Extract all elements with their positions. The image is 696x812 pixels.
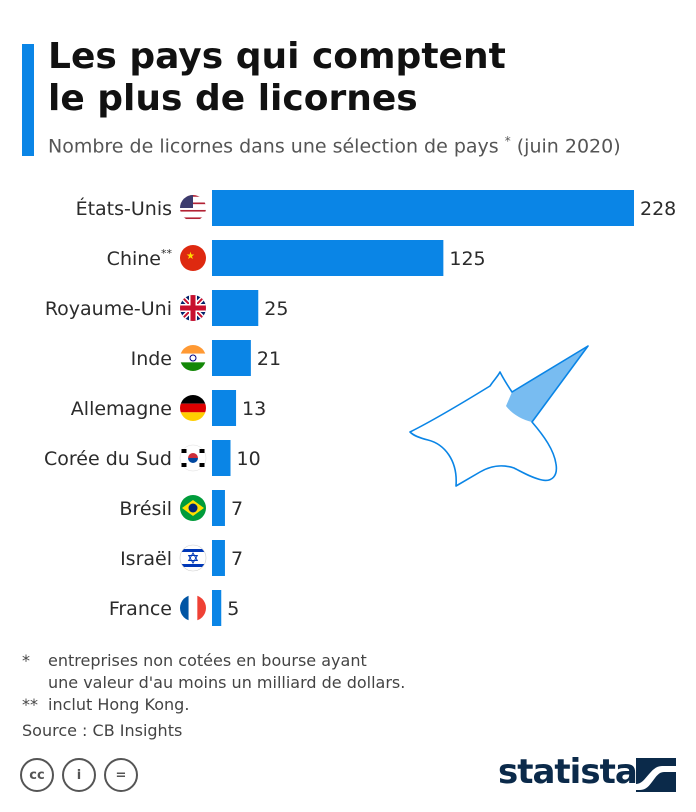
flag-cn-icon: ★ bbox=[180, 245, 206, 271]
flag-fr-icon bbox=[180, 595, 206, 621]
footnote-2-text: inclut Hong Kong. bbox=[48, 695, 190, 714]
bar-chart: 228 États-Unis 125 ★ Chine** 25 Royaume-Uni 21 I… bbox=[44, 190, 676, 626]
statista-logo-icon bbox=[636, 758, 676, 792]
category-label-7: Israël bbox=[120, 548, 172, 570]
footnote-1-line-2: une valeur d'au moins un milliard de dol… bbox=[48, 673, 406, 692]
bar-7 bbox=[212, 540, 225, 576]
attribution-icon[interactable]: i bbox=[62, 758, 96, 792]
category-label-3: Inde bbox=[131, 348, 172, 370]
source-text: Source : CB Insights bbox=[22, 721, 183, 740]
bar-6 bbox=[212, 490, 225, 526]
value-label-8: 5 bbox=[227, 598, 239, 620]
footnote-1-mark: * bbox=[22, 651, 30, 670]
bar-4 bbox=[212, 390, 237, 426]
category-label-6: Brésil bbox=[119, 498, 172, 520]
flag-us-icon bbox=[180, 195, 206, 221]
value-label-2: 25 bbox=[264, 298, 288, 320]
subtitle-mark: * bbox=[504, 134, 511, 148]
flag-br-icon bbox=[180, 495, 206, 521]
statista-logo[interactable]: statista bbox=[498, 752, 638, 792]
accent-bar bbox=[22, 44, 34, 156]
value-label-3: 21 bbox=[257, 348, 281, 370]
footnotes: * entreprises non cotées en bourse ayant… bbox=[22, 650, 405, 742]
bar-5 bbox=[212, 440, 231, 476]
footnote-1-line-1: entreprises non cotées en bourse ayant bbox=[48, 651, 367, 670]
value-label-4: 13 bbox=[242, 398, 266, 420]
chart-subtitle: Nombre de licornes dans une sélection de… bbox=[48, 134, 688, 157]
category-label-1: Chine** bbox=[107, 247, 173, 270]
bar-8 bbox=[212, 590, 222, 626]
value-label-6: 7 bbox=[231, 498, 243, 520]
bar-0 bbox=[212, 190, 634, 226]
bar-1 bbox=[212, 240, 444, 276]
flag-de-icon bbox=[180, 395, 206, 421]
svg-text:★: ★ bbox=[186, 251, 195, 262]
flag-kr-icon bbox=[179, 444, 207, 472]
value-label-1: 125 bbox=[449, 248, 485, 270]
category-label-5: Corée du Sud bbox=[44, 448, 172, 470]
flag-gb-icon bbox=[180, 295, 206, 321]
value-label-0: 228 bbox=[640, 198, 676, 220]
category-label-8: France bbox=[109, 598, 172, 620]
flag-il-icon bbox=[179, 544, 207, 572]
subtitle-text: Nombre de licornes dans une sélection de… bbox=[48, 135, 499, 158]
bar-3 bbox=[212, 340, 251, 376]
no-derivatives-icon[interactable]: = bbox=[104, 758, 138, 792]
subtitle-date: (juin 2020) bbox=[516, 135, 621, 158]
value-label-7: 7 bbox=[231, 548, 243, 570]
title-line-2: le plus de licornes bbox=[48, 78, 418, 119]
value-label-5: 10 bbox=[237, 448, 261, 470]
category-label-4: Allemagne bbox=[71, 398, 172, 420]
category-label-2: Royaume-Uni bbox=[45, 298, 172, 320]
footnote-2-mark: ** bbox=[22, 695, 38, 714]
unicorn-icon bbox=[409, 345, 589, 487]
cc-icon[interactable]: cc bbox=[20, 758, 54, 792]
chart-title: Les pays qui comptent le plus de licorne… bbox=[48, 36, 688, 120]
bar-2 bbox=[212, 290, 259, 326]
category-label-0: États-Unis bbox=[76, 197, 172, 220]
license-icons: cc i = bbox=[20, 758, 138, 792]
flag-in-icon bbox=[180, 345, 206, 371]
title-line-1: Les pays qui comptent bbox=[48, 36, 506, 77]
